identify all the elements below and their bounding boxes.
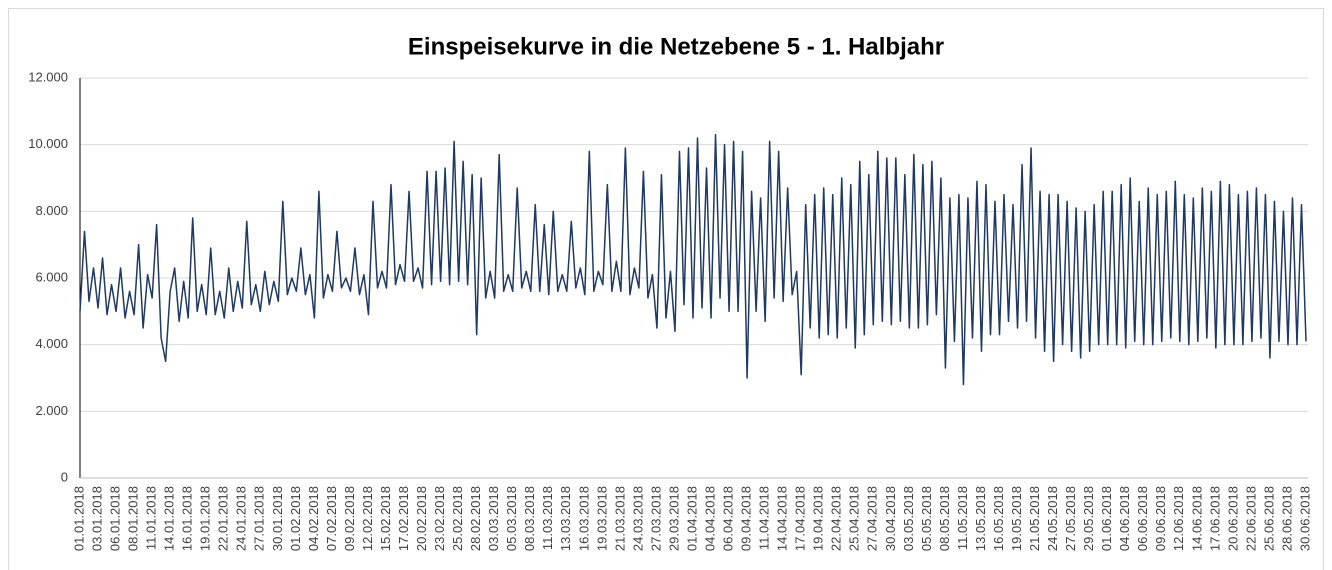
x-tick-label: 19.03.2018 bbox=[594, 486, 609, 551]
x-tick-label: 20.06.2018 bbox=[1225, 486, 1240, 551]
x-tick-label: 01.04.2018 bbox=[684, 486, 699, 551]
x-tick-label: 09.04.2018 bbox=[739, 486, 754, 551]
x-tick-label: 19.04.2018 bbox=[811, 486, 826, 551]
x-tick-label: 09.02.2018 bbox=[342, 486, 357, 551]
x-tick-label: 15.02.2018 bbox=[378, 486, 393, 551]
x-tick-label: 22.01.2018 bbox=[216, 486, 231, 551]
x-tick-label: 27.04.2018 bbox=[865, 486, 880, 551]
x-tick-label: 04.04.2018 bbox=[702, 486, 717, 551]
x-tick-label: 01.01.2018 bbox=[71, 486, 86, 551]
x-tick-label: 30.04.2018 bbox=[883, 486, 898, 551]
x-tick-label: 05.03.2018 bbox=[504, 486, 519, 551]
x-tick-label: 11.03.2018 bbox=[540, 486, 555, 550]
x-tick-label: 11.04.2018 bbox=[757, 486, 772, 550]
x-tick-label: 04.06.2018 bbox=[1117, 486, 1132, 551]
y-tick-label: 12.000 bbox=[28, 69, 68, 84]
x-tick-label: 23.02.2018 bbox=[432, 486, 447, 551]
x-tick-label: 29.05.2018 bbox=[1081, 486, 1096, 551]
x-tick-label: 28.06.2018 bbox=[1279, 486, 1294, 551]
y-tick-label: 0 bbox=[61, 469, 68, 484]
x-tick-label: 30.06.2018 bbox=[1297, 486, 1312, 551]
x-tick-label: 07.02.2018 bbox=[324, 486, 339, 551]
x-tick-label: 21.03.2018 bbox=[612, 486, 627, 551]
x-tick-label: 16.03.2018 bbox=[576, 486, 591, 551]
x-tick-label: 04.02.2018 bbox=[306, 486, 321, 551]
x-tick-label: 06.04.2018 bbox=[720, 486, 735, 551]
y-tick-label: 10.000 bbox=[28, 136, 68, 151]
x-tick-label: 14.06.2018 bbox=[1189, 486, 1204, 551]
x-tick-label: 11.01.2018 bbox=[144, 486, 159, 550]
data-line bbox=[79, 133, 1307, 386]
x-tick-label: 08.03.2018 bbox=[522, 486, 537, 551]
x-tick-label: 01.06.2018 bbox=[1099, 486, 1114, 551]
x-tick-label: 24.01.2018 bbox=[234, 486, 249, 551]
x-tick-label: 19.01.2018 bbox=[198, 486, 213, 551]
x-tick-label: 16.01.2018 bbox=[180, 486, 195, 551]
x-tick-label: 11.05.2018 bbox=[955, 486, 970, 550]
x-tick-label: 24.05.2018 bbox=[1045, 486, 1060, 551]
x-tick-label: 29.03.2018 bbox=[666, 486, 681, 551]
x-tick-label: 22.06.2018 bbox=[1243, 486, 1258, 551]
x-tick-label: 27.03.2018 bbox=[648, 486, 663, 551]
y-tick-label: 4.000 bbox=[35, 336, 68, 351]
y-tick-label: 2.000 bbox=[35, 403, 68, 418]
x-tick-label: 20.02.2018 bbox=[414, 486, 429, 551]
x-tick-label: 17.04.2018 bbox=[793, 486, 808, 551]
x-tick-label: 24.03.2018 bbox=[630, 486, 645, 551]
x-tick-label: 06.01.2018 bbox=[107, 486, 122, 551]
x-tick-label: 06.06.2018 bbox=[1135, 486, 1150, 551]
x-tick-label: 27.05.2018 bbox=[1063, 486, 1078, 551]
chart-border bbox=[8, 8, 1324, 570]
x-tick-label: 21.05.2018 bbox=[1027, 486, 1042, 551]
x-tick-label: 25.02.2018 bbox=[450, 486, 465, 551]
x-tick-label: 12.06.2018 bbox=[1171, 486, 1186, 551]
y-tick-label: 6.000 bbox=[35, 269, 68, 284]
x-tick-label: 08.05.2018 bbox=[937, 486, 952, 551]
x-tick-label: 01.02.2018 bbox=[288, 486, 303, 551]
x-tick-label: 08.01.2018 bbox=[126, 486, 141, 551]
chart-title: Einspeisekurve in die Netzebene 5 - 1. H… bbox=[408, 33, 944, 60]
x-tick-label: 17.06.2018 bbox=[1207, 486, 1222, 551]
x-tick-label: 13.05.2018 bbox=[973, 486, 988, 551]
x-tick-label: 28.02.2018 bbox=[468, 486, 483, 551]
x-tick-label: 17.02.2018 bbox=[396, 486, 411, 551]
x-tick-label: 03.05.2018 bbox=[901, 486, 916, 551]
x-tick-label: 19.05.2018 bbox=[1009, 486, 1024, 551]
x-tick-label: 12.02.2018 bbox=[360, 486, 375, 551]
x-tick-label: 03.01.2018 bbox=[89, 486, 104, 551]
x-tick-label: 30.01.2018 bbox=[270, 486, 285, 551]
x-tick-label: 09.06.2018 bbox=[1153, 486, 1168, 551]
y-tick-label: 8.000 bbox=[35, 203, 68, 218]
x-tick-label: 05.05.2018 bbox=[919, 486, 934, 551]
x-tick-label: 27.01.2018 bbox=[252, 486, 267, 551]
x-tick-label: 25.04.2018 bbox=[847, 486, 862, 551]
x-tick-label: 25.06.2018 bbox=[1261, 486, 1276, 551]
x-tick-label: 16.05.2018 bbox=[991, 486, 1006, 551]
x-tick-label: 03.03.2018 bbox=[486, 486, 501, 551]
x-tick-label: 13.03.2018 bbox=[558, 486, 573, 551]
x-tick-label: 22.04.2018 bbox=[829, 486, 844, 551]
x-tick-label: 14.01.2018 bbox=[162, 486, 177, 551]
x-tick-label: 14.04.2018 bbox=[775, 486, 790, 551]
